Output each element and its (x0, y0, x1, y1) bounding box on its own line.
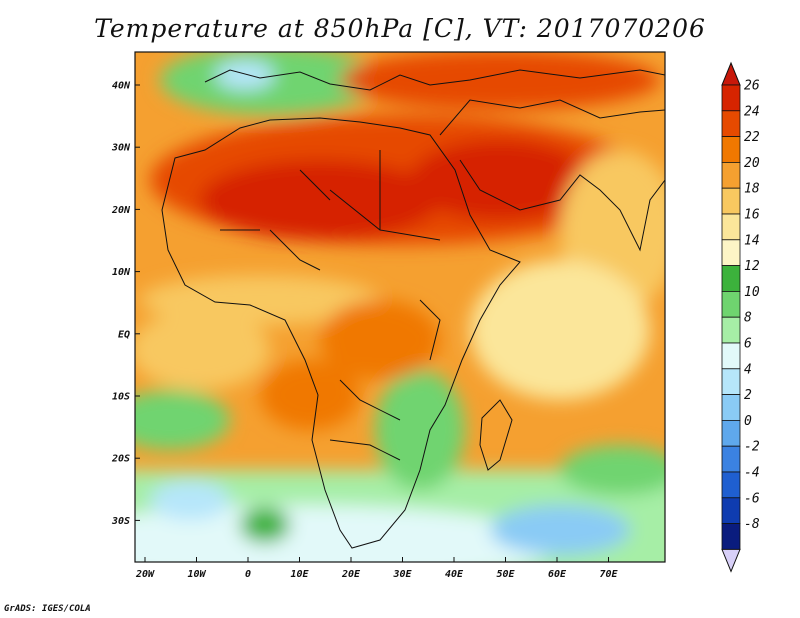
colorbar-segment (721, 497, 741, 524)
colorbar-segment (721, 110, 741, 138)
longitude-labels: 20W 10W 0 10E 20E 30E 40E 50E 60E 70E (135, 569, 619, 580)
lon-label: 20E (341, 569, 361, 580)
colorbar-label: 10 (744, 285, 760, 300)
lat-label: 40N (112, 81, 131, 92)
colorbar-segment (721, 265, 741, 292)
colorbar-segment (721, 239, 741, 267)
colorbar-segment (721, 445, 741, 473)
lon-label: 40E (445, 569, 464, 580)
lon-label: 70E (599, 569, 618, 580)
colorbar-label: 8 (744, 311, 752, 326)
colorbar-label: 0 (744, 414, 752, 429)
colorbar-label: -2 (744, 440, 760, 455)
map-frame (134, 51, 666, 563)
lon-label: 60E (548, 569, 567, 580)
colorbar-segment (721, 84, 741, 112)
lat-label: 20N (111, 205, 131, 216)
colorbar-label: 26 (744, 79, 760, 94)
colorbar-segment (721, 523, 741, 550)
lon-label: 10E (290, 569, 309, 580)
colorbar-segment (721, 394, 741, 421)
colorbar-label: -8 (744, 517, 760, 532)
lon-label: 50E (496, 569, 515, 580)
colorbar-segment (721, 316, 741, 344)
colorbar-segment (721, 187, 741, 215)
lat-label: 30N (111, 143, 131, 154)
colorbar-under-arrow (721, 548, 741, 573)
colorbar-segment (721, 290, 741, 318)
colorbar-label: 20 (744, 156, 760, 171)
colorbar-segment (721, 471, 741, 499)
colorbar-segment (721, 368, 741, 395)
lat-label: 10N (112, 267, 131, 278)
lon-label: 10W (187, 569, 206, 580)
longitude-ticks (144, 557, 609, 562)
coastlines (161, 69, 665, 549)
colorbar-label: 22 (744, 130, 760, 145)
latitude-labels: 40N 30N 20N 10N EQ 10S 20S 30S (111, 81, 131, 527)
colorbar-label: 6 (744, 337, 752, 352)
colorbar-label: 2 (744, 388, 752, 403)
temperature-field (135, 52, 665, 562)
colorbar-label: -4 (744, 466, 760, 481)
chart-title: Temperature at 850hPa [C], VT: 201707020… (94, 14, 706, 43)
colorbar-segment (721, 213, 741, 241)
colorbar-over-arrow (721, 61, 741, 86)
colorbar-label: 18 (744, 182, 760, 197)
colorbar-segment (721, 342, 741, 370)
colorbar-label: 4 (744, 362, 752, 377)
lat-label: EQ (118, 329, 130, 340)
colorbar-label: -6 (744, 491, 760, 506)
colorbar-segment (721, 136, 741, 163)
colorbar-label: 14 (744, 233, 760, 248)
lon-label: 20W (135, 569, 155, 580)
colorbar-label: 24 (744, 104, 760, 119)
colorbar-segment (721, 161, 741, 189)
lat-label: 10S (112, 392, 130, 403)
latitude-ticks (135, 84, 140, 521)
colorbar-label: 12 (744, 259, 760, 274)
lat-label: 20S (111, 454, 130, 465)
colorbar-segment (721, 419, 741, 447)
colorbar-label: 16 (744, 208, 760, 223)
lon-label: 0 (245, 569, 251, 580)
credit-label: GrADS: IGES/COLA (4, 604, 91, 614)
lat-label: 30S (111, 516, 130, 527)
lon-label: 30E (392, 569, 412, 580)
